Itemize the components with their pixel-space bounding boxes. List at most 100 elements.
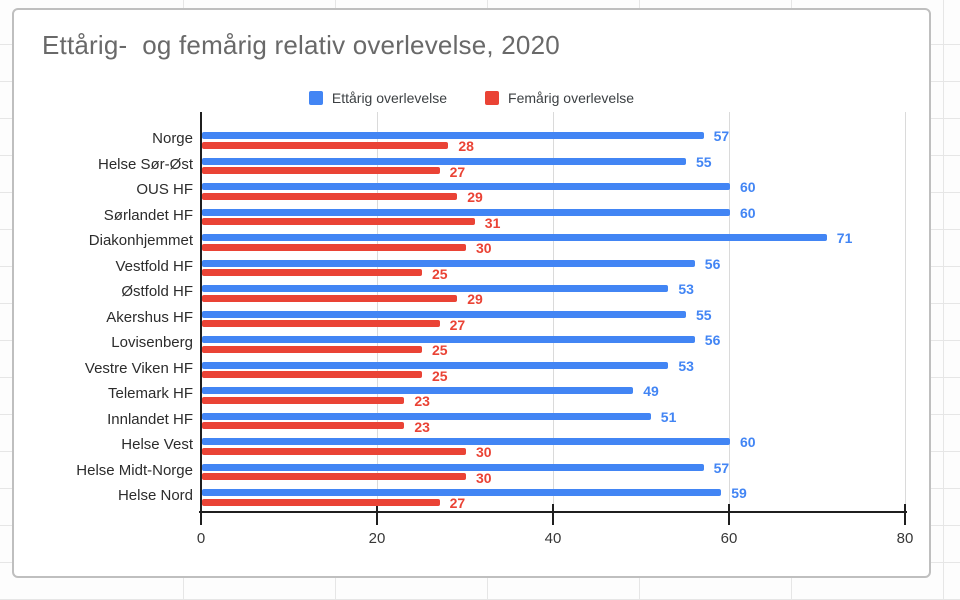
value-label-femarig: 30 bbox=[476, 444, 492, 461]
category-label: Akershus HF bbox=[106, 308, 193, 326]
x-axis-tick bbox=[552, 504, 554, 525]
category-label: Helse Vest bbox=[121, 436, 193, 454]
bar-femarig bbox=[202, 218, 475, 226]
value-label-ettarig: 55 bbox=[696, 153, 712, 170]
chart-row: Norge 57 28 bbox=[14, 128, 933, 154]
gridline bbox=[728, 112, 730, 512]
chart-card[interactable]: Ettårig- og femårig relativ overlevelse,… bbox=[12, 8, 931, 578]
bar-femarig bbox=[202, 167, 440, 175]
category-label: Østfold HF bbox=[121, 283, 193, 301]
x-axis-line bbox=[199, 511, 907, 513]
bar-ettarig bbox=[202, 310, 686, 318]
value-label-femarig: 25 bbox=[432, 342, 448, 359]
category-label: Norge bbox=[152, 130, 193, 147]
value-label-femarig: 30 bbox=[476, 469, 492, 486]
value-label-ettarig: 56 bbox=[704, 255, 721, 272]
value-label-ettarig: 59 bbox=[731, 485, 747, 502]
bar-femarig bbox=[202, 192, 458, 200]
bar-ettarig bbox=[202, 285, 669, 293]
chart-row: OUS HF 60 29 bbox=[14, 179, 933, 205]
category-label: Innlandet HF bbox=[107, 410, 193, 428]
bar-femarig bbox=[202, 243, 466, 251]
category-label: Telemark HF bbox=[107, 385, 193, 403]
x-axis-tick-label: 40 bbox=[544, 530, 562, 547]
x-axis-tick bbox=[904, 504, 906, 525]
bar-ettarig bbox=[202, 489, 722, 497]
bar-femarig bbox=[202, 396, 405, 404]
value-label-femarig: 27 bbox=[449, 316, 466, 333]
x-axis-tick-label: 0 bbox=[196, 530, 206, 547]
chart-row: Akershus HF 55 27 bbox=[14, 307, 933, 333]
bar-femarig bbox=[202, 447, 466, 455]
chart-row: Østfold HF 53 29 bbox=[14, 281, 933, 307]
bar-ettarig bbox=[202, 412, 651, 420]
bar-ettarig bbox=[202, 336, 695, 344]
chart-row: Diakonhjemmet 71 30 bbox=[14, 230, 933, 256]
value-label-femarig: 25 bbox=[432, 265, 448, 282]
legend-label: Ettårig overlevelse bbox=[331, 90, 448, 106]
chart-row: Sørlandet HF 60 31 bbox=[14, 205, 933, 231]
category-label: Helse Nord bbox=[117, 487, 193, 505]
bar-femarig bbox=[202, 269, 422, 277]
x-axis-tick-label: 20 bbox=[368, 530, 386, 547]
bar-ettarig bbox=[202, 463, 704, 471]
bar-femarig bbox=[202, 422, 405, 430]
bar-ettarig bbox=[202, 438, 730, 446]
value-label-ettarig: 57 bbox=[713, 128, 730, 144]
value-label-ettarig: 60 bbox=[740, 434, 756, 451]
legend-item-femarig: Femårig overlevelse bbox=[485, 90, 634, 106]
value-label-ettarig: 60 bbox=[740, 204, 756, 221]
value-label-ettarig: 51 bbox=[660, 408, 677, 425]
bar-femarig bbox=[202, 473, 466, 481]
category-label: Sørlandet HF bbox=[103, 206, 193, 224]
chart-row: Helse Sør-Øst 55 27 bbox=[14, 154, 933, 180]
legend-swatch-blue-icon bbox=[308, 91, 323, 105]
chart-row: Vestfold HF 56 25 bbox=[14, 256, 933, 282]
bar-ettarig bbox=[202, 361, 669, 369]
category-label: Helse Midt-Norge bbox=[76, 461, 193, 479]
value-label-femarig: 29 bbox=[467, 291, 483, 308]
chart-row: Telemark HF 49 23 bbox=[14, 383, 933, 409]
bar-ettarig bbox=[202, 259, 695, 267]
x-axis-tick-label: 60 bbox=[720, 530, 738, 547]
chart-row: Helse Nord 59 27 bbox=[14, 485, 933, 511]
bar-femarig bbox=[202, 498, 440, 506]
chart-row: Helse Vest 60 30 bbox=[14, 434, 933, 460]
chart-row: Innlandet HF 51 23 bbox=[14, 409, 933, 435]
value-label-femarig: 28 bbox=[458, 138, 474, 154]
chart-row: Helse Midt-Norge 57 30 bbox=[14, 460, 933, 486]
value-label-femarig: 30 bbox=[476, 240, 492, 257]
value-label-femarig: 27 bbox=[449, 163, 466, 180]
chart-legend: Ettårig overlevelse Femårig overlevelse bbox=[14, 90, 929, 106]
bar-ettarig bbox=[202, 234, 827, 242]
value-label-femarig: 27 bbox=[449, 495, 466, 512]
chart-row: Vestre Viken HF 53 25 bbox=[14, 358, 933, 384]
value-label-femarig: 23 bbox=[414, 393, 430, 410]
x-axis-tick bbox=[200, 504, 202, 525]
value-label-ettarig: 53 bbox=[678, 357, 694, 374]
value-label-ettarig: 55 bbox=[696, 306, 712, 323]
category-label: Lovisenberg bbox=[111, 334, 193, 352]
plot-area: 0 20 40 60 80 Norge 57 28 Helse Sør-Øst 55 27 OUS H… bbox=[14, 10, 933, 580]
legend-label: Femårig overlevelse bbox=[508, 90, 635, 106]
bar-ettarig bbox=[202, 387, 634, 395]
category-label: Vestre Viken HF bbox=[84, 359, 193, 377]
bar-ettarig bbox=[202, 208, 730, 216]
value-label-ettarig: 60 bbox=[740, 179, 756, 196]
y-axis-line bbox=[200, 112, 202, 513]
value-label-femarig: 31 bbox=[484, 214, 501, 231]
bar-femarig bbox=[202, 320, 440, 328]
bar-femarig bbox=[202, 371, 422, 379]
bar-ettarig bbox=[202, 183, 730, 191]
bar-ettarig bbox=[202, 157, 686, 165]
value-label-femarig: 25 bbox=[432, 367, 448, 384]
value-label-ettarig: 49 bbox=[643, 383, 659, 400]
bar-femarig bbox=[202, 141, 449, 149]
gridline bbox=[904, 112, 906, 512]
value-label-femarig: 23 bbox=[414, 418, 430, 435]
bar-femarig bbox=[202, 345, 422, 353]
value-label-ettarig: 53 bbox=[678, 281, 694, 298]
value-label-ettarig: 57 bbox=[713, 459, 730, 476]
bar-ettarig bbox=[202, 132, 704, 139]
category-label: OUS HF bbox=[136, 181, 193, 199]
